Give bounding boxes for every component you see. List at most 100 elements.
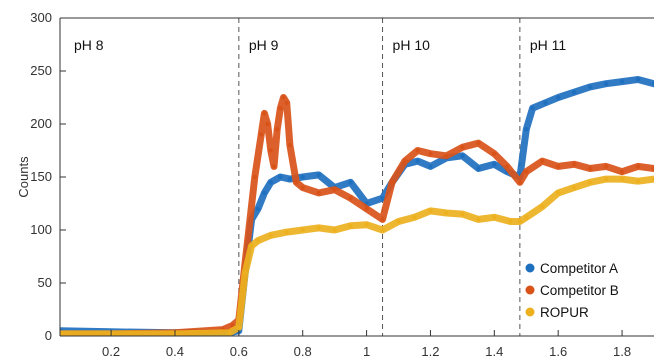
data-point [281, 95, 285, 99]
data-point [301, 228, 305, 232]
data-point [556, 95, 560, 99]
data-point [237, 325, 241, 329]
data-point [556, 164, 560, 168]
data-point [518, 180, 522, 184]
data-point [348, 224, 352, 228]
data-point [543, 101, 547, 105]
data-point [428, 152, 432, 156]
legend-label: Competitor A [540, 261, 618, 276]
x-tick-label: 1.6 [549, 344, 567, 359]
data-point [492, 215, 496, 219]
region-label: pH 11 [530, 37, 567, 53]
data-point [269, 148, 273, 152]
data-point [317, 226, 321, 230]
data-point [540, 205, 544, 209]
data-point [332, 188, 336, 192]
data-point [390, 180, 394, 184]
data-point [301, 175, 305, 179]
data-point [348, 180, 352, 184]
data-point [396, 219, 400, 223]
x-tick-label: 0.6 [230, 344, 248, 359]
data-point [636, 164, 640, 168]
data-point [412, 215, 416, 219]
data-point [259, 132, 263, 136]
region-label: pH 10 [393, 37, 431, 53]
x-tick-label: 1.2 [421, 344, 439, 359]
data-point [508, 219, 512, 223]
x-tick-label: 1.4 [485, 344, 503, 359]
data-point [288, 143, 292, 147]
data-point [380, 228, 384, 232]
data-point [403, 159, 407, 163]
data-point [524, 127, 528, 131]
y-tick-label: 50 [38, 275, 52, 290]
data-point [262, 191, 266, 195]
x-tick-label: 1.8 [613, 344, 631, 359]
x-tick-label: 0.4 [166, 344, 184, 359]
data-point [262, 111, 266, 115]
data-point [444, 211, 448, 215]
data-point [620, 170, 624, 174]
data-point [269, 233, 273, 237]
data-point [416, 148, 420, 152]
data-point [285, 230, 289, 234]
data-point [556, 191, 560, 195]
legend-marker [526, 308, 535, 317]
data-point [380, 217, 384, 221]
region-labels: pH 8 pH 9 pH 10 pH 11 [74, 37, 566, 53]
region-label: pH 9 [249, 37, 279, 53]
data-point [227, 331, 231, 335]
data-point [444, 154, 448, 158]
data-point [269, 180, 273, 184]
data-point [460, 154, 464, 158]
data-point [604, 177, 608, 181]
data-point [620, 79, 624, 83]
data-point [636, 179, 640, 183]
data-point [620, 177, 624, 181]
data-point [588, 85, 592, 89]
data-point [428, 209, 432, 213]
data-point [524, 215, 528, 219]
data-point [636, 77, 640, 81]
data-point [492, 162, 496, 166]
y-tick-label: 0 [45, 328, 52, 343]
data-point [348, 196, 352, 200]
x-tick-label: 1 [363, 344, 370, 359]
data-point [505, 164, 509, 168]
data-point [364, 223, 368, 227]
y-tick-label: 150 [30, 169, 52, 184]
data-point [460, 212, 464, 216]
legend-marker [526, 264, 535, 273]
data-point [604, 164, 608, 168]
data-point [285, 101, 289, 105]
data-point [243, 270, 247, 274]
data-point [460, 145, 464, 149]
data-point [275, 127, 279, 131]
data-point [572, 185, 576, 189]
data-point [476, 166, 480, 170]
series-line [60, 98, 654, 334]
data-point [492, 152, 496, 156]
data-point [518, 219, 522, 223]
data-point [540, 159, 544, 163]
data-point [294, 180, 298, 184]
data-point [317, 173, 321, 177]
data-point [428, 164, 432, 168]
data-point [249, 244, 253, 248]
data-point [256, 238, 260, 242]
data-point [301, 185, 305, 189]
data-point [332, 228, 336, 232]
y-tick-label: 250 [30, 63, 52, 78]
data-point [416, 159, 420, 163]
legend-marker [526, 286, 535, 295]
data-point [572, 90, 576, 94]
x-tick-label: 0.2 [102, 344, 120, 359]
data-point [604, 82, 608, 86]
data-point [278, 175, 282, 179]
data-point [476, 141, 480, 145]
data-point [317, 191, 321, 195]
data-point [476, 217, 480, 221]
y-axis-label: Counts [16, 156, 31, 198]
data-point [272, 164, 276, 168]
